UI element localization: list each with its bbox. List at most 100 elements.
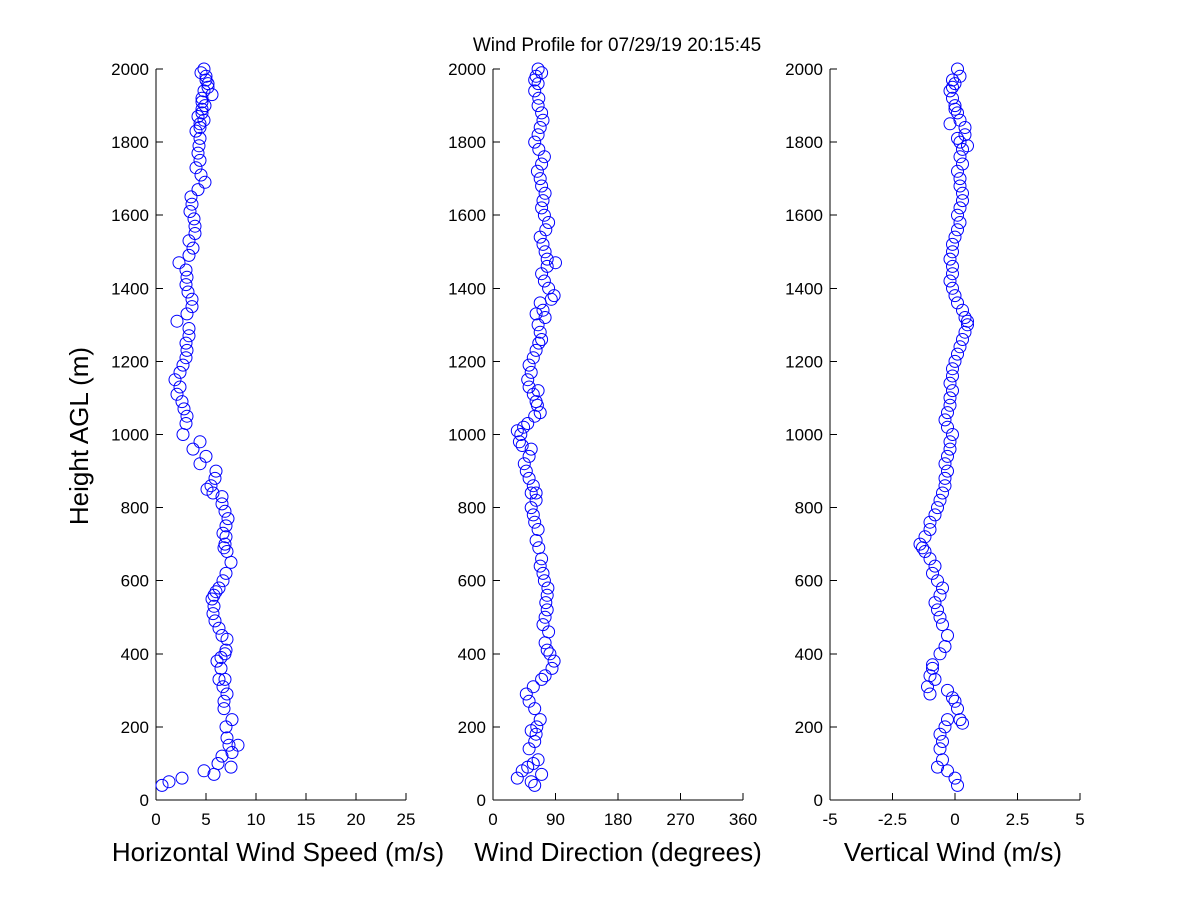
- data-point: [951, 702, 964, 716]
- data-point: [956, 333, 969, 346]
- data-point: [532, 91, 546, 105]
- data-point: [180, 409, 194, 423]
- y-tick-label: 1800: [785, 133, 823, 152]
- data-point: [535, 106, 549, 120]
- data-point: [946, 281, 959, 295]
- data-point: [209, 585, 223, 599]
- data-point: [958, 311, 972, 324]
- data-point: [217, 694, 231, 708]
- data-point: [923, 552, 937, 566]
- data-point: [173, 365, 187, 379]
- data-point: [199, 73, 213, 87]
- data-point: [946, 267, 959, 281]
- data-point: [195, 91, 209, 105]
- data-point: [517, 420, 531, 434]
- data-point: [933, 742, 947, 756]
- data-point: [946, 80, 959, 94]
- data-point: [197, 62, 211, 76]
- y-tick-label: 0: [477, 791, 486, 810]
- data-point: [948, 77, 962, 91]
- data-point: [926, 658, 939, 672]
- data-point: [542, 281, 556, 295]
- data-point: [948, 102, 962, 116]
- data-point: [918, 545, 932, 558]
- data-point: [195, 102, 209, 116]
- data-point: [943, 442, 957, 456]
- data-point: [543, 647, 557, 661]
- data-point: [926, 566, 939, 580]
- data-point: [519, 464, 533, 478]
- data-point: [218, 537, 232, 551]
- data-point: [198, 175, 212, 189]
- data-point: [946, 369, 959, 383]
- data-point: [926, 661, 939, 675]
- data-point: [936, 618, 949, 632]
- data-point: [191, 146, 205, 160]
- y-tick-label: 400: [121, 645, 149, 664]
- data-point: [522, 694, 536, 708]
- data-point: [933, 727, 947, 741]
- data-point: [179, 263, 193, 277]
- data-point: [961, 318, 974, 332]
- data-point: [183, 205, 197, 218]
- data-point: [524, 775, 538, 789]
- data-point: [536, 113, 550, 127]
- data-point: [176, 358, 190, 372]
- data-point: [933, 493, 947, 507]
- data-point: [536, 303, 550, 317]
- data-point: [215, 497, 229, 511]
- y-tick-label: 1000: [448, 426, 486, 445]
- data-point: [951, 106, 964, 120]
- data-point: [938, 413, 952, 427]
- data-point: [188, 227, 202, 240]
- data-point: [951, 164, 964, 178]
- data-point: [219, 566, 233, 580]
- data-point: [526, 757, 540, 770]
- data-point: [185, 300, 199, 314]
- data-point: [180, 307, 194, 321]
- data-point: [530, 720, 544, 734]
- panel-vertical-wind: 0 200 400 600 800 1000 1200 1400 1600 1800 2000 -5 -…: [785, 60, 1085, 867]
- data-point: [531, 384, 545, 398]
- data-point: [938, 720, 952, 734]
- data-point: [200, 482, 214, 496]
- data-point: [931, 574, 944, 588]
- data-point: [519, 687, 533, 701]
- data-point: [535, 66, 549, 80]
- data-point: [537, 574, 551, 588]
- y-tick-label: 2000: [785, 60, 823, 79]
- data-point: [928, 559, 942, 573]
- data-point: [537, 208, 551, 222]
- data-point: [528, 84, 542, 98]
- data-point: [953, 150, 967, 164]
- data-point: [540, 588, 554, 602]
- data-point: [951, 223, 964, 237]
- data-point: [953, 135, 967, 149]
- y-tick-label: 200: [795, 718, 823, 737]
- data-point: [539, 596, 553, 610]
- data-point: [941, 683, 954, 697]
- data-point: [540, 643, 554, 657]
- y-tick-label: 1800: [111, 133, 149, 152]
- data-point: [220, 687, 234, 701]
- x-tick-label: 2.5: [1006, 810, 1030, 829]
- data-point: [526, 387, 540, 401]
- data-point: [193, 435, 207, 449]
- data-point: [179, 278, 193, 292]
- data-point: [170, 387, 184, 401]
- data-point: [220, 632, 234, 646]
- data-point: [510, 771, 524, 785]
- y-tick-label: 1600: [111, 206, 149, 225]
- data-point: [943, 252, 957, 266]
- data-point: [514, 428, 528, 441]
- data-point: [536, 194, 550, 208]
- data-point: [941, 464, 954, 478]
- data-point: [215, 490, 229, 504]
- data-point: [526, 351, 540, 365]
- data-point: [943, 398, 957, 412]
- data-point: [532, 142, 546, 156]
- data-point: [535, 201, 549, 215]
- data-point: [212, 672, 226, 686]
